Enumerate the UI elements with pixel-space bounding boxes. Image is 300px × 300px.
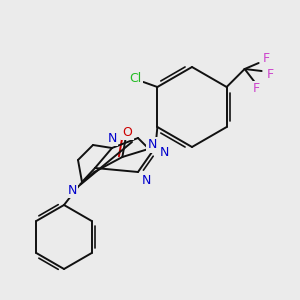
Text: F: F [267,68,274,80]
Text: S: S [68,184,76,196]
Text: N: N [67,184,77,196]
Text: N: N [107,131,117,145]
Text: N: N [141,173,151,187]
Text: Cl: Cl [129,73,142,85]
Text: H: H [160,148,169,158]
Text: F: F [263,52,270,65]
Text: O: O [122,125,132,139]
Text: N: N [159,146,169,158]
Text: N: N [148,139,157,152]
Text: F: F [253,82,260,95]
